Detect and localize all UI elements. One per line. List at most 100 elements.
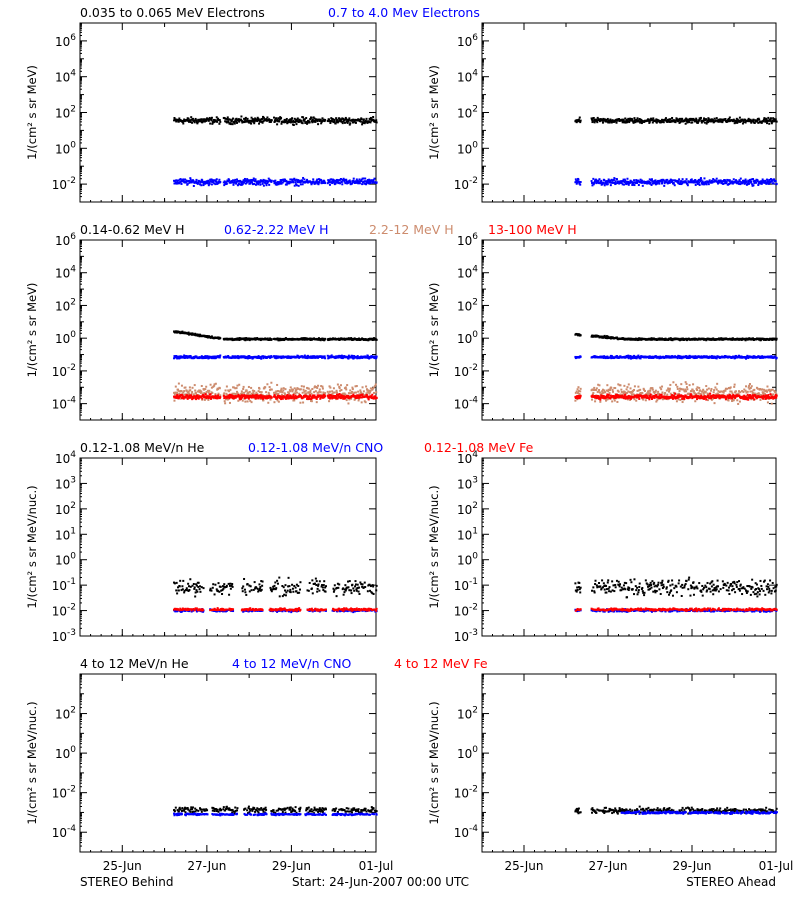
data-point <box>353 120 356 123</box>
data-point <box>238 183 241 186</box>
data-point <box>639 120 642 123</box>
data-point <box>190 392 193 395</box>
data-point <box>608 121 611 124</box>
data-point <box>755 120 758 123</box>
data-point <box>333 396 336 399</box>
data-point <box>349 389 352 392</box>
data-point <box>735 120 738 123</box>
data-point <box>181 121 184 124</box>
data-point <box>341 183 344 186</box>
data-point <box>175 120 178 123</box>
data-point <box>362 118 365 121</box>
data-point <box>365 395 368 398</box>
data-point <box>273 394 276 397</box>
data-point <box>276 337 279 340</box>
data-point <box>260 391 263 394</box>
data-point <box>685 355 688 358</box>
data-point <box>700 179 703 182</box>
data-point <box>639 178 642 181</box>
data-point <box>316 386 319 389</box>
data-point <box>206 355 209 358</box>
data-point <box>178 393 181 396</box>
data-point <box>301 179 304 182</box>
data-point <box>263 179 266 182</box>
data-point <box>293 184 296 187</box>
data-point <box>253 120 256 123</box>
data-point <box>239 395 242 398</box>
y-tick-label: 106 <box>457 33 478 49</box>
data-point <box>338 385 341 388</box>
data-point <box>609 337 612 340</box>
data-point <box>324 395 327 398</box>
data-point <box>358 393 361 396</box>
data-point <box>270 119 273 122</box>
data-point <box>268 118 271 121</box>
data-point <box>666 120 669 123</box>
data-point <box>621 121 624 124</box>
data-point <box>206 118 209 121</box>
data-point <box>247 393 250 396</box>
data-point <box>303 119 306 122</box>
data-point <box>181 119 184 122</box>
data-point <box>341 122 344 125</box>
data-point <box>633 179 636 182</box>
data-point <box>289 121 292 124</box>
data-point <box>304 392 307 395</box>
data-point <box>187 119 190 122</box>
data-point <box>707 118 710 121</box>
data-point <box>200 390 203 393</box>
data-point <box>236 178 239 181</box>
data-point <box>677 180 680 183</box>
data-point <box>246 400 249 403</box>
data-point <box>283 180 286 183</box>
data-point <box>229 388 232 391</box>
data-point <box>359 118 362 121</box>
data-point <box>720 120 723 123</box>
data-point <box>352 118 355 121</box>
data-point <box>236 338 239 341</box>
data-point <box>613 120 616 123</box>
data-point <box>698 183 701 186</box>
data-point <box>694 178 697 181</box>
data-point <box>209 396 212 399</box>
data-point <box>285 119 288 122</box>
data-point <box>195 178 198 181</box>
data-point <box>341 395 344 398</box>
data-point <box>213 383 216 386</box>
data-point <box>619 180 622 183</box>
data-point <box>228 118 231 121</box>
data-point <box>636 181 639 184</box>
data-point <box>295 178 298 181</box>
data-point <box>655 180 658 183</box>
data-point <box>359 120 362 123</box>
data-point <box>662 179 665 182</box>
data-point <box>254 117 257 120</box>
data-point <box>295 356 298 359</box>
data-point <box>204 388 207 391</box>
data-point <box>635 118 638 121</box>
data-point <box>203 396 206 399</box>
data-point <box>225 121 228 124</box>
data-point <box>715 357 718 360</box>
data-point <box>267 401 270 404</box>
data-point <box>176 181 179 184</box>
data-point <box>601 119 604 122</box>
data-point <box>351 388 354 391</box>
data-point <box>607 335 610 338</box>
data-point <box>270 356 273 359</box>
data-point <box>699 178 702 181</box>
data-point <box>358 182 361 185</box>
data-point <box>633 184 636 187</box>
data-point <box>680 119 683 122</box>
data-point <box>286 356 289 359</box>
data-point <box>760 180 763 183</box>
data-point <box>749 118 752 121</box>
data-point <box>270 355 273 358</box>
data-point <box>577 118 580 121</box>
data-point <box>201 398 204 401</box>
y-tick-label: 102 <box>457 297 478 313</box>
data-point <box>369 118 372 121</box>
data-point <box>323 120 326 123</box>
data-point <box>373 177 376 180</box>
data-point <box>302 396 305 399</box>
